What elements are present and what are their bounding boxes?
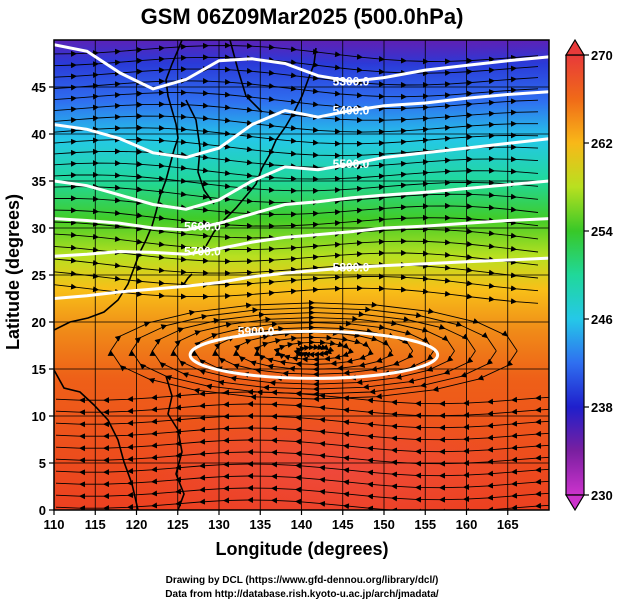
taiwan-coast (183, 273, 193, 285)
x-tick-label: 150 (373, 517, 395, 532)
colorbar-max-triangle (564, 38, 586, 56)
x-tick-label: 165 (497, 517, 519, 532)
y-tick-label: 45 (32, 80, 46, 95)
colorbar-ticks: 230 238 246 254 262 270 (584, 48, 613, 503)
streamline (54, 283, 539, 305)
y-tick-label: 5 (39, 456, 46, 471)
contour-label: 5700.0 (184, 245, 221, 259)
streamline (54, 270, 539, 292)
y-tick-label: 30 (32, 221, 46, 236)
colorbar: 230 238 246 254 262 270 (564, 38, 613, 512)
credit-line-data-source: Data from http://database.rish.kyoto-u.a… (165, 589, 439, 600)
y-tick-label: 35 (32, 174, 46, 189)
axes: 110 115 120 125 130 135 140 145 150 155 160 165 0 5 10… (32, 80, 519, 532)
colorbar-body (565, 54, 585, 496)
x-tick-label: 110 (44, 517, 65, 532)
x-tick-label: 120 (126, 517, 148, 532)
colorbar-tick-label: 270 (591, 48, 613, 63)
contour-label: 5300.0 (333, 74, 370, 88)
colorbar-tick-label: 254 (591, 224, 613, 239)
sakhalin-coast (229, 40, 263, 113)
wind-streamlines (54, 42, 549, 510)
contour-line (54, 217, 549, 258)
y-tick-label: 10 (32, 409, 46, 424)
credit-line-dcl: Drawing by DCL (https://www.gfd-dennou.o… (166, 575, 439, 586)
contour-line (54, 179, 549, 232)
geopotential-contours: 5300.0 5400.0 5500.0 5600.0 5700.0 5800.0 5900… (54, 43, 549, 380)
y-axis-title: Latitude (degrees) (3, 194, 23, 350)
y-tick-label: 40 (32, 127, 46, 142)
chart-title: GSM 06Z09Mar2025 (500.0hPa) (141, 4, 464, 29)
philippines-coast (165, 375, 185, 510)
x-tick-label: 160 (456, 517, 478, 532)
contour-label: 5500.0 (333, 157, 370, 171)
asia-mainland-coast (54, 40, 183, 331)
contour-label: 5800.0 (333, 260, 370, 274)
korean-peninsula-coast (185, 99, 215, 205)
contour-line (54, 90, 549, 160)
contour-label: 5900.0 (238, 324, 275, 338)
colorbar-tick-label: 262 (591, 136, 613, 151)
contour-line (54, 43, 549, 91)
x-tick-label: 155 (414, 517, 436, 532)
y-tick-label: 20 (32, 315, 46, 330)
contour-line (54, 256, 549, 300)
streamline (55, 496, 549, 510)
colorbar-min-triangle (564, 494, 586, 512)
contour-label: 5400.0 (333, 104, 370, 118)
colorbar-tick-label: 230 (591, 488, 613, 503)
plot-area: 5300.0 5400.0 5500.0 5600.0 5700.0 5800.0 5900… (54, 40, 549, 510)
y-tick-label: 0 (39, 503, 46, 518)
x-tick-label: 125 (167, 517, 189, 532)
contour-label: 5600.0 (184, 220, 221, 234)
y-tick-label: 15 (32, 362, 46, 377)
warm-pool-shading (130, 410, 530, 510)
contour-line (54, 137, 549, 211)
x-tick-label: 145 (332, 517, 354, 532)
coastlines (54, 40, 317, 510)
closed-contour-high (188, 329, 440, 380)
x-tick-label: 140 (291, 517, 313, 532)
southeast-asia-coast (54, 369, 139, 510)
japan-archipelago-coast (205, 47, 317, 247)
x-tick-label: 115 (85, 517, 106, 532)
x-tick-label: 135 (249, 517, 271, 532)
x-axis-title: Longitude (degrees) (215, 539, 388, 559)
colorbar-tick-label: 246 (591, 312, 613, 327)
x-tick-label: 130 (208, 517, 230, 532)
colorbar-tick-label: 238 (591, 400, 613, 415)
y-tick-label: 25 (32, 268, 46, 283)
